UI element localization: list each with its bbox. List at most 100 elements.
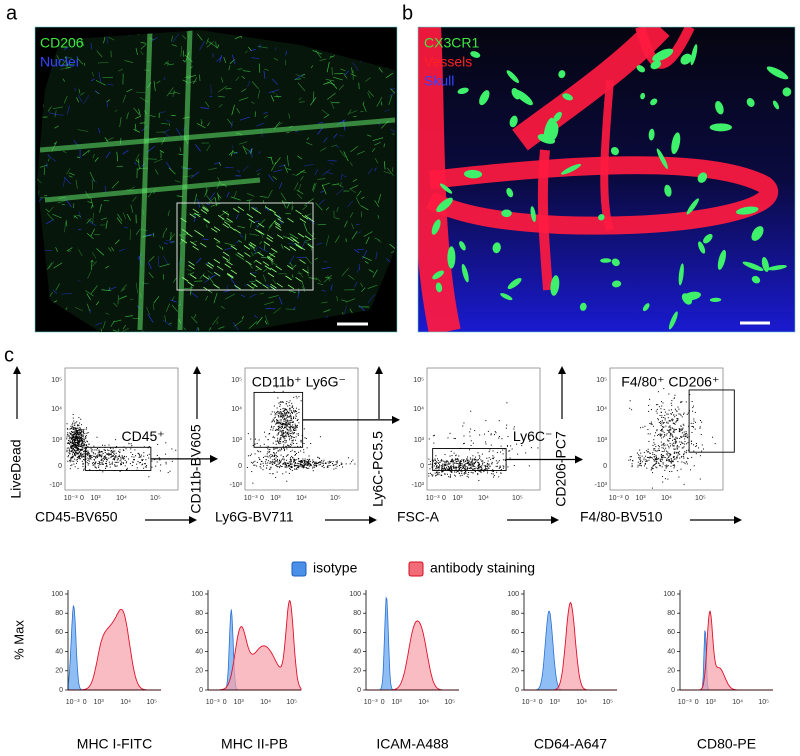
event <box>473 472 474 473</box>
event <box>76 428 77 429</box>
event <box>273 419 274 420</box>
event <box>307 463 308 464</box>
event <box>494 475 495 476</box>
event <box>649 457 650 458</box>
event <box>319 464 320 465</box>
event <box>671 458 672 459</box>
event <box>284 423 285 424</box>
event <box>287 415 288 416</box>
event <box>450 477 451 478</box>
event <box>160 464 161 465</box>
y-tick-label: 10⁵ <box>413 377 424 384</box>
event <box>661 431 662 432</box>
x-tick-label: 10³ <box>392 699 403 706</box>
x-tick-label: 10⁵ <box>444 699 455 706</box>
event <box>434 465 435 466</box>
event <box>455 467 456 468</box>
event <box>260 468 261 469</box>
event <box>99 450 100 451</box>
event <box>84 448 85 449</box>
event <box>113 451 114 452</box>
event <box>80 437 81 438</box>
event <box>303 452 304 453</box>
event <box>79 427 80 428</box>
event <box>77 432 78 433</box>
event <box>74 425 75 426</box>
event <box>286 412 287 413</box>
event <box>276 444 277 445</box>
event <box>287 455 288 456</box>
event <box>277 441 278 442</box>
event <box>80 433 81 434</box>
event <box>75 455 76 456</box>
event <box>669 410 670 411</box>
event <box>70 441 71 442</box>
event <box>657 429 658 430</box>
event <box>131 456 132 457</box>
event <box>712 437 713 438</box>
event <box>275 430 276 431</box>
event <box>67 448 68 449</box>
event <box>455 438 456 439</box>
event <box>467 460 468 461</box>
event <box>679 451 680 452</box>
event <box>278 430 279 431</box>
event <box>303 463 304 464</box>
event <box>652 488 653 489</box>
event <box>86 451 87 452</box>
event <box>500 466 501 467</box>
event <box>476 468 477 469</box>
event <box>74 455 75 456</box>
event <box>659 422 660 423</box>
event <box>485 467 486 468</box>
event <box>106 461 107 462</box>
event <box>279 406 280 407</box>
event <box>82 447 83 448</box>
event <box>435 468 436 469</box>
event <box>279 439 280 440</box>
event <box>313 470 314 471</box>
event <box>171 448 172 449</box>
event <box>454 460 455 461</box>
event <box>669 461 670 462</box>
event <box>651 470 652 471</box>
event <box>260 445 261 446</box>
event <box>678 413 679 414</box>
event <box>661 415 662 416</box>
event <box>293 443 294 444</box>
event <box>286 467 287 468</box>
event <box>684 432 685 433</box>
event <box>668 427 669 428</box>
event <box>71 439 72 440</box>
event <box>298 422 299 423</box>
event <box>252 463 253 464</box>
event <box>473 469 474 470</box>
event <box>88 451 89 452</box>
event <box>87 454 88 455</box>
event <box>272 411 273 412</box>
event <box>451 460 452 461</box>
event <box>471 463 472 464</box>
event <box>669 459 670 460</box>
event <box>696 443 697 444</box>
event <box>661 425 662 426</box>
event <box>295 430 296 431</box>
event <box>438 474 439 475</box>
event <box>477 468 478 469</box>
event <box>646 450 647 451</box>
event <box>484 469 485 470</box>
event <box>485 441 486 442</box>
event <box>649 453 650 454</box>
event <box>664 409 665 410</box>
event <box>272 437 273 438</box>
y-tick-label: 10³ <box>232 437 243 444</box>
event <box>298 452 299 453</box>
event <box>290 466 291 467</box>
event <box>688 458 689 459</box>
event <box>503 465 504 466</box>
event <box>115 439 116 440</box>
event <box>674 456 675 457</box>
event <box>660 465 661 466</box>
event <box>314 462 315 463</box>
event <box>136 464 137 465</box>
